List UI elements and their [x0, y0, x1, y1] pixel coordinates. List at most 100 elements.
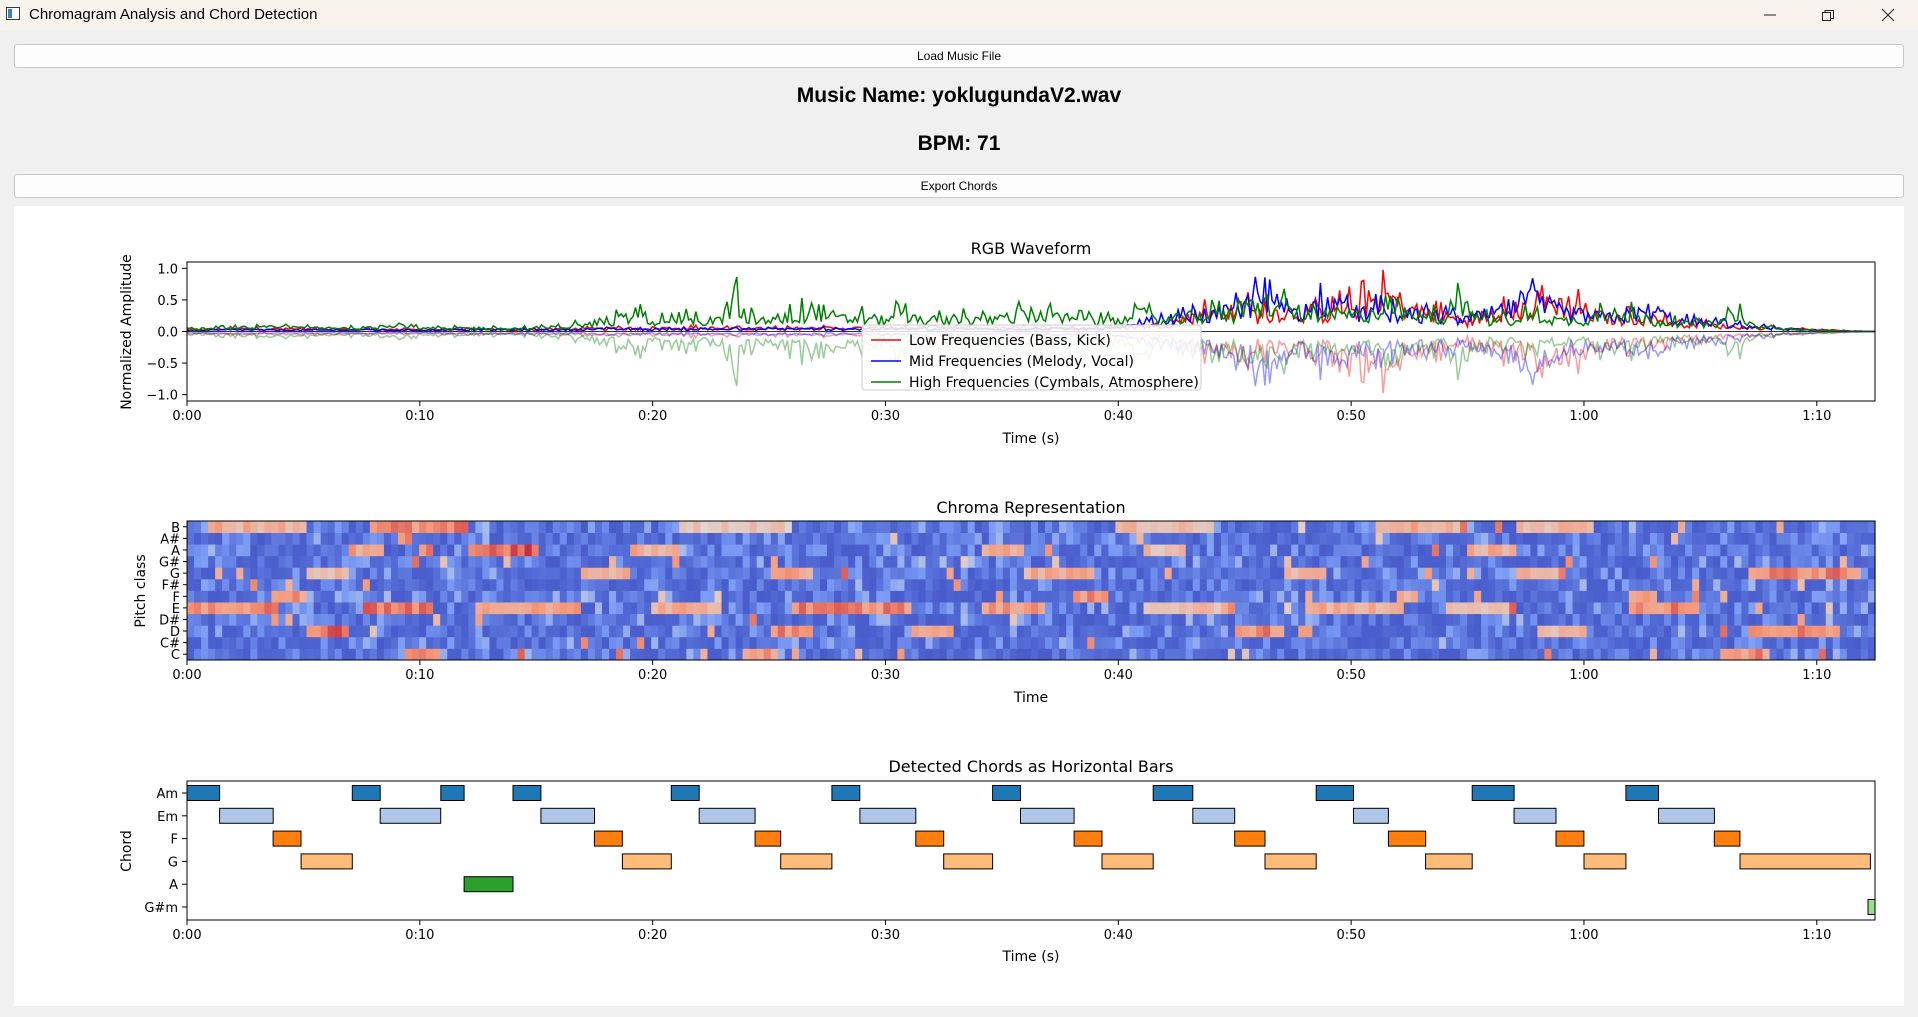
chroma-cell [749, 532, 758, 545]
chroma-cell [482, 567, 491, 580]
chroma-cell [1523, 625, 1531, 638]
load-music-file-button[interactable]: Load Music File [14, 44, 1904, 68]
chroma-cell [517, 625, 526, 638]
chroma-cell [770, 544, 779, 557]
chroma-cell [250, 555, 258, 568]
chroma-cell [313, 648, 322, 661]
chroma-cell [1403, 544, 1412, 557]
chroma-cell [953, 555, 962, 568]
chroma-cell [834, 648, 842, 661]
chord-bar-f [1713, 830, 1741, 847]
chroma-cell [1586, 555, 1595, 568]
title-bar[interactable]: Chromagram Analysis and Chord Detection [0, 0, 1918, 30]
chroma-cell [1720, 613, 1728, 626]
restore-button[interactable] [1800, 0, 1856, 30]
chroma-cell [1319, 578, 1327, 591]
chroma-cell [1692, 578, 1700, 591]
chroma-cell [707, 532, 716, 545]
chroma-cell [1192, 590, 1201, 603]
chroma-cell [1720, 602, 1728, 615]
chroma-cell [1474, 578, 1482, 591]
chroma-cell [1368, 613, 1377, 626]
chroma-cell [580, 636, 589, 649]
chroma-cell [1467, 648, 1475, 661]
chord-bar-f [593, 830, 623, 847]
chroma-cell [686, 590, 694, 603]
chroma-cell [587, 567, 596, 580]
chroma-cell [1600, 521, 1609, 533]
chroma-cell [637, 521, 645, 533]
minimize-button[interactable] [1742, 0, 1798, 30]
chroma-cell [257, 625, 265, 638]
chroma-cell [1410, 521, 1419, 533]
chroma-cell [1045, 578, 1053, 591]
chroma-cell [1368, 578, 1377, 591]
chroma-cell [264, 625, 272, 638]
chroma-cell [1502, 636, 1510, 649]
chroma-cell [995, 521, 1004, 533]
chroma-cell [1066, 544, 1074, 557]
chroma-cell [700, 625, 709, 638]
chroma-cell [1023, 532, 1032, 545]
chroma-cell [1038, 613, 1046, 626]
chroma-cell [1066, 521, 1074, 533]
chroma-cell [313, 613, 322, 626]
chroma-cell [1277, 636, 1285, 649]
chroma-cell [1755, 567, 1764, 580]
close-button[interactable] [1860, 0, 1916, 30]
chroma-cell [658, 625, 666, 638]
chroma-cell [1797, 544, 1806, 557]
chroma-cell [243, 636, 251, 649]
chroma-cell [292, 578, 301, 591]
chroma-cell [855, 636, 863, 649]
chroma-cell [742, 625, 751, 638]
chroma-cell [390, 578, 399, 591]
chroma-cell [721, 636, 730, 649]
chroma-y-tick-label: E [172, 602, 180, 617]
chroma-cell [1699, 613, 1707, 626]
chroma-cell [700, 578, 709, 591]
chroma-cell [243, 578, 251, 591]
chroma-cell [1530, 636, 1538, 649]
chroma-cell [1565, 590, 1574, 603]
chroma-cell [637, 613, 645, 626]
chroma-cell [1600, 567, 1609, 580]
chroma-cell [974, 567, 983, 580]
chroma-cell [1396, 613, 1405, 626]
chroma-cell [1136, 602, 1145, 615]
chroma-cell [1347, 567, 1356, 580]
chroma-cell [1249, 613, 1257, 626]
chroma-cell [763, 567, 772, 580]
chroma-cell [531, 590, 540, 603]
waveform-panel: RGB Waveform 1.00.50.0−0.5−1.0 0:00 0:10 0… [119, 239, 1876, 447]
chroma-cell [974, 636, 983, 649]
chroma-cell [510, 636, 519, 649]
chroma-cell [257, 532, 265, 545]
export-chords-button[interactable]: Export Chords [14, 174, 1904, 198]
chroma-cell [236, 555, 244, 568]
chroma-cell [1832, 555, 1841, 568]
chroma-cell [876, 567, 884, 580]
chroma-cell [271, 625, 280, 638]
chroma-cell [390, 625, 399, 638]
chroma-cell [911, 590, 920, 603]
chroma-cell [566, 544, 575, 557]
chroma-cell [707, 578, 716, 591]
chroma-cell [665, 544, 673, 557]
chroma-cell [1326, 590, 1335, 603]
chroma-cell [222, 613, 230, 626]
chroma-cell [257, 544, 265, 557]
chord-bar-f [272, 830, 302, 847]
chroma-cell [1790, 521, 1799, 533]
chroma-cell [1143, 578, 1152, 591]
chroma-cell [1628, 544, 1637, 557]
chroma-cell [1319, 567, 1327, 580]
chroma-cell [707, 521, 716, 533]
chroma-cell [250, 521, 258, 533]
chroma-cell [897, 602, 905, 615]
chroma-cell [1811, 590, 1820, 603]
chroma-cell [1530, 613, 1538, 626]
chroma-cell [1776, 578, 1785, 591]
chroma-cell [1389, 567, 1398, 580]
chroma-cell [1340, 590, 1349, 603]
